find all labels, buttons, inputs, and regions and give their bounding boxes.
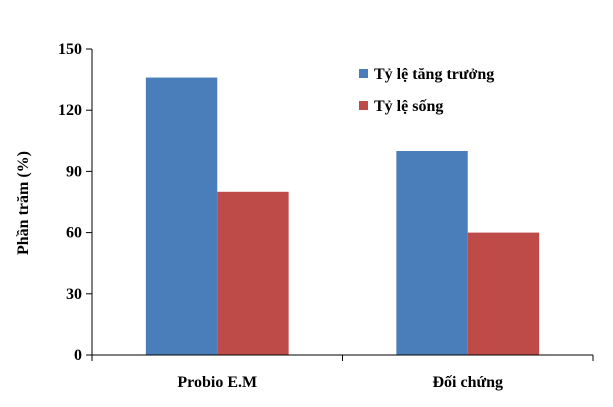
y-tick-label: 0 [74, 347, 82, 364]
legend: Tỷ lệ tăng trưởng Tỷ lệ sống [359, 66, 494, 115]
y-tick-label: 60 [66, 225, 82, 242]
legend-swatch-0 [359, 69, 368, 78]
bar-0-0 [145, 77, 218, 355]
y-axis-label: Phần trăm (%) [15, 151, 32, 255]
bar-1-1 [467, 232, 540, 355]
bars [145, 77, 540, 355]
y-ticks: 0 30 60 90 120 150 [58, 41, 92, 364]
x-labels: Probio E.M Đối chứng [177, 374, 503, 391]
legend-label-1: Tỷ lệ sống [374, 98, 443, 115]
legend-label-0: Tỷ lệ tăng trưởng [374, 66, 494, 83]
y-tick-label: 30 [66, 286, 82, 303]
legend-swatch-1 [359, 101, 368, 110]
x-ticks [91, 355, 594, 361]
x-category-label: Probio E.M [177, 374, 257, 391]
y-tick-label: 120 [58, 102, 82, 119]
bar-1-0 [396, 151, 468, 355]
y-tick-label: 90 [66, 163, 82, 180]
y-tick-label: 150 [58, 41, 82, 58]
x-category-label: Đối chứng [433, 374, 504, 391]
bar-0-1 [217, 191, 289, 355]
